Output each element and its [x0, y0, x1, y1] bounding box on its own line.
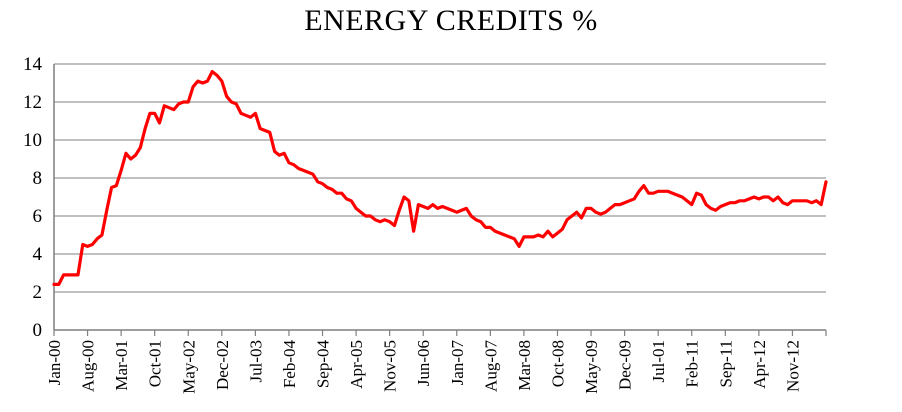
- chart-title: ENERGY CREDITS %: [304, 4, 598, 37]
- series-layer: [52, 70, 828, 286]
- x-tick-label: Feb-04: [280, 340, 299, 389]
- x-tick-label: May-02: [179, 340, 198, 394]
- x-tick-label: Feb-11: [683, 340, 702, 388]
- x-tick-label: Mar-01: [112, 340, 131, 391]
- y-tick-label: 12: [23, 92, 42, 113]
- y-tick-label: 2: [33, 282, 43, 303]
- x-tick-label: Oct-08: [548, 340, 567, 387]
- y-tick-label: 4: [33, 244, 43, 265]
- x-tick-label: Oct-01: [146, 340, 165, 387]
- y-tick-label: 14: [23, 54, 43, 75]
- x-tick-label: May-09: [582, 340, 601, 394]
- x-tick-label: Sep-11: [716, 340, 735, 388]
- x-tick-label: Dec-02: [213, 340, 232, 390]
- y-tick-labels: 0 2 4 6 8 10 12 14: [23, 54, 43, 341]
- axes: [53, 64, 827, 336]
- x-tick-label: Mar-08: [515, 340, 534, 391]
- x-tick-label: Nov-05: [381, 340, 400, 392]
- x-tick-label: Apr-05: [347, 340, 366, 389]
- y-tick-label: 0: [33, 320, 43, 341]
- x-tick-label: Nov-12: [783, 340, 802, 392]
- x-tick-label: Jul-01: [649, 340, 668, 383]
- x-tick-label: Sep-04: [314, 340, 333, 389]
- y-tick-label: 8: [33, 168, 43, 189]
- series-line: [52, 70, 828, 286]
- y-tick-label: 6: [33, 206, 43, 227]
- x-tick-label: Aug-07: [481, 340, 500, 392]
- x-tick-label: Jan-00: [45, 340, 64, 385]
- gridlines: [54, 63, 826, 293]
- x-tick-label: Aug-00: [79, 340, 98, 392]
- y-tick-label: 10: [23, 130, 42, 151]
- x-tick-labels: Jan-00 Aug-00 Mar-01 Oct-01 May-02 Dec-02 Jul-…: [45, 340, 802, 394]
- x-tick-label: Jun-06: [414, 340, 433, 386]
- x-tick-label: Jan-07: [448, 340, 467, 386]
- x-tick-label: Dec-09: [616, 340, 635, 390]
- x-tick-label: Jul-03: [246, 340, 265, 383]
- x-tick-label: Apr-12: [750, 340, 769, 389]
